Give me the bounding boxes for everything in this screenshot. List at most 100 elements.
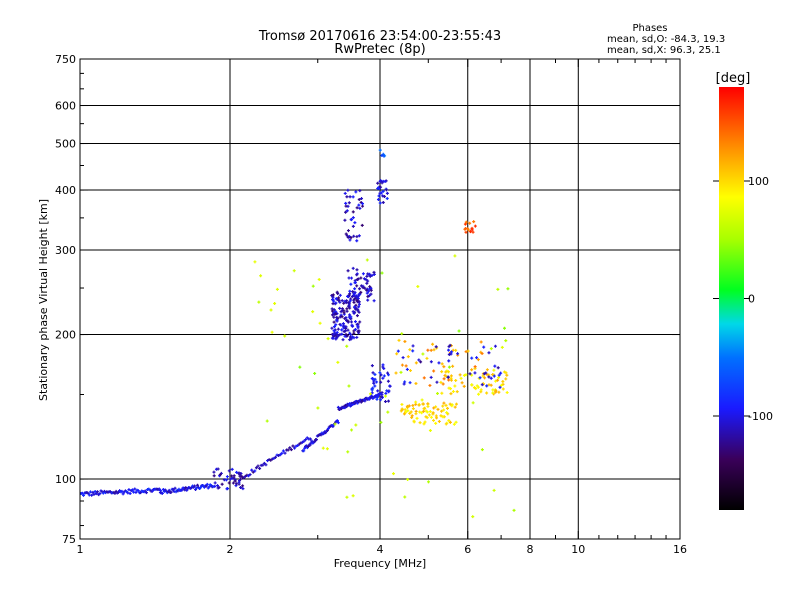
data-point xyxy=(428,383,432,387)
data-point xyxy=(368,285,372,289)
data-point xyxy=(492,374,496,378)
data-point xyxy=(349,236,353,240)
data-point xyxy=(360,223,364,227)
y-tick-label-600: 600 xyxy=(55,100,76,113)
data-point xyxy=(475,356,479,360)
data-point xyxy=(468,230,472,234)
data-point xyxy=(435,391,439,395)
data-point xyxy=(403,495,407,499)
data-point xyxy=(368,397,372,401)
data-point xyxy=(370,388,374,392)
data-point xyxy=(492,368,496,372)
data-point xyxy=(491,391,495,395)
data-point xyxy=(352,331,356,335)
data-point xyxy=(225,475,229,479)
data-point xyxy=(440,391,444,395)
data-point xyxy=(464,373,468,377)
data-point xyxy=(338,306,342,310)
data-point xyxy=(143,489,147,493)
data-point xyxy=(422,409,426,413)
data-point xyxy=(455,390,459,394)
data-point xyxy=(332,320,336,324)
data-point xyxy=(253,469,257,473)
data-point xyxy=(126,491,130,495)
data-point xyxy=(440,362,444,366)
data-point xyxy=(167,488,171,492)
data-point xyxy=(310,439,314,443)
data-point xyxy=(218,473,222,477)
x-tick-label-4: 4 xyxy=(377,543,384,556)
data-point xyxy=(503,370,507,374)
data-point xyxy=(94,492,98,496)
x-tick-label-8: 8 xyxy=(527,543,534,556)
data-point xyxy=(475,384,479,388)
data-point xyxy=(480,383,484,387)
data-point xyxy=(496,287,500,291)
data-point xyxy=(259,274,263,278)
data-point xyxy=(316,406,320,410)
data-point xyxy=(378,371,382,375)
data-point xyxy=(351,266,355,270)
data-point xyxy=(489,347,493,351)
data-point xyxy=(114,489,118,493)
colorbar xyxy=(719,87,744,510)
data-point xyxy=(322,432,326,436)
data-point xyxy=(408,381,412,385)
data-point xyxy=(383,179,387,183)
data-point xyxy=(264,463,268,467)
data-point xyxy=(224,478,228,482)
data-point xyxy=(311,284,315,288)
data-point xyxy=(368,392,372,396)
data-point xyxy=(444,403,448,407)
data-point xyxy=(476,358,480,362)
data-point xyxy=(330,326,334,330)
data-point xyxy=(228,477,232,481)
data-point xyxy=(317,277,321,281)
data-point xyxy=(344,329,348,333)
data-point xyxy=(345,209,349,213)
data-point xyxy=(357,203,361,207)
data-point xyxy=(270,330,274,334)
data-point xyxy=(423,420,427,424)
data-point xyxy=(456,352,460,356)
data-points xyxy=(80,148,516,519)
data-point xyxy=(454,378,458,382)
data-point xyxy=(470,368,474,372)
data-point xyxy=(357,329,361,333)
data-point xyxy=(422,376,426,380)
data-point xyxy=(321,446,325,450)
data-point xyxy=(412,420,416,424)
data-point xyxy=(502,326,506,330)
data-point xyxy=(470,356,474,360)
data-point xyxy=(422,422,426,426)
y-axis-label: Stationary phase Virtual Height [km] xyxy=(37,199,50,401)
data-point xyxy=(501,380,505,384)
data-point xyxy=(357,198,361,201)
data-point xyxy=(134,490,138,494)
data-point xyxy=(441,382,445,386)
data-point xyxy=(378,201,382,205)
data-point xyxy=(353,291,357,295)
data-point xyxy=(450,404,454,408)
data-point xyxy=(365,258,369,262)
data-point xyxy=(273,301,277,305)
data-point xyxy=(205,482,209,486)
data-point xyxy=(454,348,458,352)
data-point xyxy=(434,345,438,349)
data-point xyxy=(379,185,383,189)
data-point xyxy=(139,491,143,495)
y-tick-label-750: 750 xyxy=(55,53,76,66)
data-point xyxy=(331,298,335,302)
data-point xyxy=(411,344,415,348)
data-point xyxy=(512,508,516,512)
data-point xyxy=(400,332,404,336)
data-point xyxy=(380,395,384,399)
data-point xyxy=(120,489,124,493)
data-point xyxy=(414,381,418,385)
data-point xyxy=(303,446,307,450)
data-point xyxy=(216,467,220,471)
data-point xyxy=(359,276,363,280)
data-point xyxy=(220,482,224,486)
data-point xyxy=(479,340,483,344)
